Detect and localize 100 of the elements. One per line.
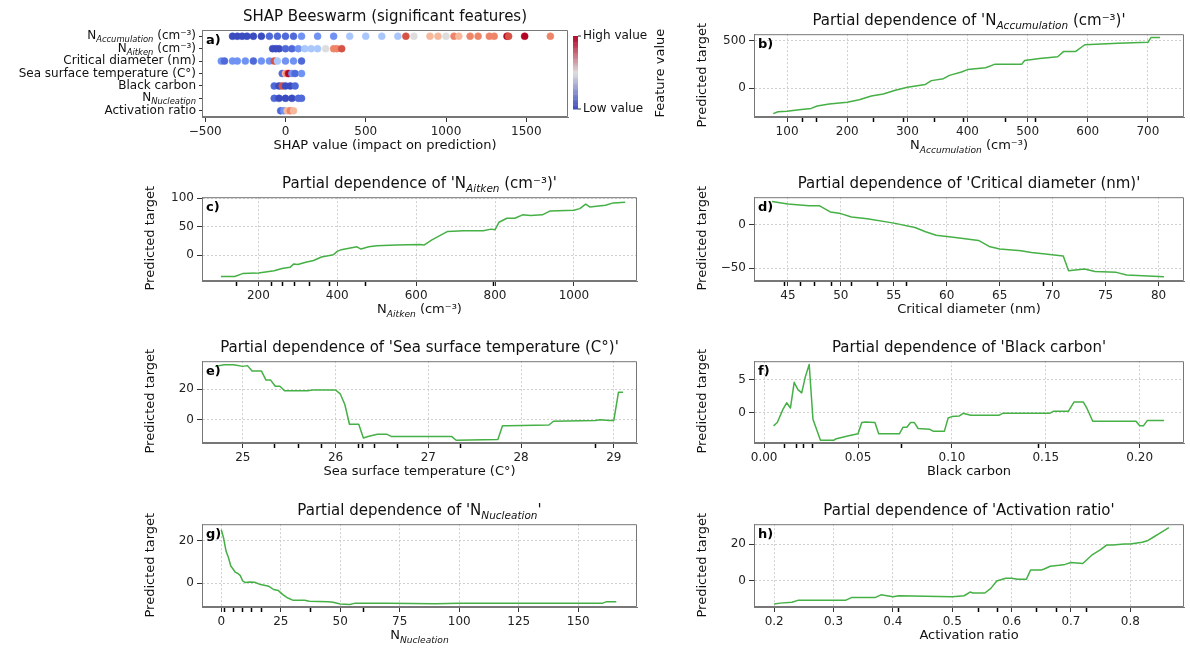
y-axis-title: Predicted target [693, 347, 710, 456]
x-axis-title: Sea surface temperature (C°) [322, 463, 517, 479]
x-axis-title: Critical diameter (nm) [896, 301, 1042, 317]
x-tick-label: 70 [1045, 288, 1061, 303]
chart-title: Partial dependence of 'Sea surface temperature (C°)' [220, 338, 619, 357]
x-tick-label: 0 [217, 614, 226, 629]
x-tick-label: 1000 [558, 288, 590, 303]
y-axis-title: Predicted target [141, 511, 158, 620]
y-tick-label: 50 [178, 218, 194, 233]
y-tick-label: 20 [178, 532, 194, 547]
x-tick-label: 45 [780, 288, 796, 303]
x-tick-label: 25 [235, 450, 251, 465]
y-tick-label: Critical diameter (nm) [63, 53, 196, 68]
y-tick-label: 20 [730, 536, 746, 551]
x-tick-label: 300 [895, 124, 919, 139]
x-tick-label: 80 [1150, 288, 1167, 303]
y-tick-label: 0 [186, 411, 194, 426]
y-tick-label: 5 [738, 371, 746, 386]
x-tick-label: 1500 [510, 124, 542, 139]
x-tick-label: 400 [956, 124, 979, 139]
annotation: a) [206, 31, 221, 47]
x-tick-label: 75 [392, 614, 408, 629]
x-tick-label: 75 [1097, 288, 1114, 303]
x-tick-label: 100 [447, 614, 471, 629]
x-tick-label: 26 [327, 450, 344, 465]
x-tick-label: 0.05 [844, 450, 872, 465]
x-tick-label: 55 [886, 288, 902, 303]
x-tick-label: 0.20 [1126, 450, 1154, 465]
y-tick-label: 0 [738, 216, 746, 231]
x-tick-label: 0.2 [764, 614, 784, 629]
y-axis-title: Predicted target [693, 184, 710, 293]
y-tick-label: Black carbon [117, 77, 196, 92]
y-tick-label: 0 [186, 247, 194, 262]
x-tick-label: 600 [1076, 124, 1100, 139]
x-tick-label: 0.6 [1002, 614, 1022, 629]
x-tick-label: 1000 [430, 124, 462, 139]
x-tick-label: 0.4 [883, 614, 903, 629]
x-tick-label: 800 [483, 288, 507, 303]
x-tick-label: 29 [606, 450, 622, 465]
chart-title: SHAP Beeswarm (significant features) [241, 7, 529, 25]
y-axis-title: Predicted target [141, 184, 158, 293]
y-tick-label: Sea surface temperature (C°) [17, 65, 196, 80]
x-tick-label: 700 [1136, 124, 1160, 139]
y-tick-label: 500 [723, 32, 746, 47]
x-axis-title: SHAP value (impact on prediction) [272, 137, 498, 153]
x-axis-title: Activation ratio [918, 627, 1020, 643]
x-tick-label: 27 [420, 450, 436, 465]
annotation: b) [758, 36, 774, 52]
x-tick-label: 0.15 [1032, 450, 1060, 465]
x-axis-title: Black carbon [925, 463, 1013, 479]
y-tick-label: 0 [738, 404, 746, 419]
x-axis-title: N$_{Aitken}$ (cm⁻³) [376, 301, 463, 319]
y-axis-title: Predicted target [693, 511, 710, 620]
x-tick-label: 0.8 [1120, 614, 1140, 629]
x-tick-label: −500 [188, 124, 222, 139]
x-tick-label: 0.10 [938, 450, 966, 465]
annotation: d) [758, 199, 774, 215]
color-bar-label: High value [583, 28, 648, 43]
x-tick-label: 500 [1016, 124, 1040, 139]
y-tick-label: 0 [738, 573, 746, 588]
x-tick-label: 60 [939, 288, 955, 303]
y-tick-label: 0 [186, 575, 194, 590]
x-tick-label: 25 [273, 614, 289, 629]
x-tick-label: 500 [354, 124, 378, 139]
x-tick-label: 600 [404, 288, 428, 303]
chart-title: Partial dependence of 'N$_{Accumulation}$ (cm⁻³)' [812, 11, 1126, 32]
color-bar-label: Low value [583, 101, 644, 116]
x-tick-label: 0.00 [750, 450, 778, 465]
x-tick-label: 400 [325, 288, 349, 303]
x-tick-label: 0.3 [823, 614, 844, 629]
x-tick-label: 100 [775, 124, 799, 139]
chart-title: Partial dependence of 'N$_{Aitken}$ (cm⁻³)' [282, 174, 557, 195]
y-tick-label: 0 [738, 80, 746, 95]
x-axis-title: N$_{Accumulation}$ (cm⁻³) [909, 137, 1029, 155]
x-tick-label: 150 [566, 614, 590, 629]
annotation: f) [758, 363, 770, 379]
x-tick-label: 200 [246, 288, 270, 303]
annotation: c) [206, 199, 220, 215]
x-tick-label: 0.5 [942, 614, 962, 629]
color-bar-title: Feature value [651, 27, 668, 120]
x-tick-label: 125 [507, 614, 531, 629]
annotation: h) [758, 526, 774, 542]
chart-title: Partial dependence of 'N$_{Nucleation}$' [297, 501, 542, 522]
x-tick-label: 28 [513, 450, 529, 465]
x-tick-label: 50 [332, 614, 348, 629]
annotation: g) [206, 526, 222, 542]
x-tick-label: 200 [835, 124, 859, 139]
x-tick-label: 0 [281, 124, 290, 139]
y-axis-title: Predicted target [141, 347, 158, 456]
x-tick-label: 65 [992, 288, 1008, 303]
y-tick-label: 20 [178, 381, 194, 396]
annotation: e) [206, 363, 221, 379]
y-tick-label: 100 [171, 190, 194, 205]
x-tick-label: 50 [833, 288, 849, 303]
chart-title: Partial dependence of 'Black carbon' [831, 338, 1107, 357]
y-axis-title: Predicted target [693, 21, 710, 130]
chart-title: Partial dependence of 'Critical diameter (nm)' [797, 174, 1141, 193]
x-tick-label: 0.7 [1061, 614, 1081, 629]
x-axis-title: N$_{Nucleation}$ [389, 627, 450, 645]
chart-title: Partial dependence of 'Activation ratio' [823, 501, 1115, 520]
